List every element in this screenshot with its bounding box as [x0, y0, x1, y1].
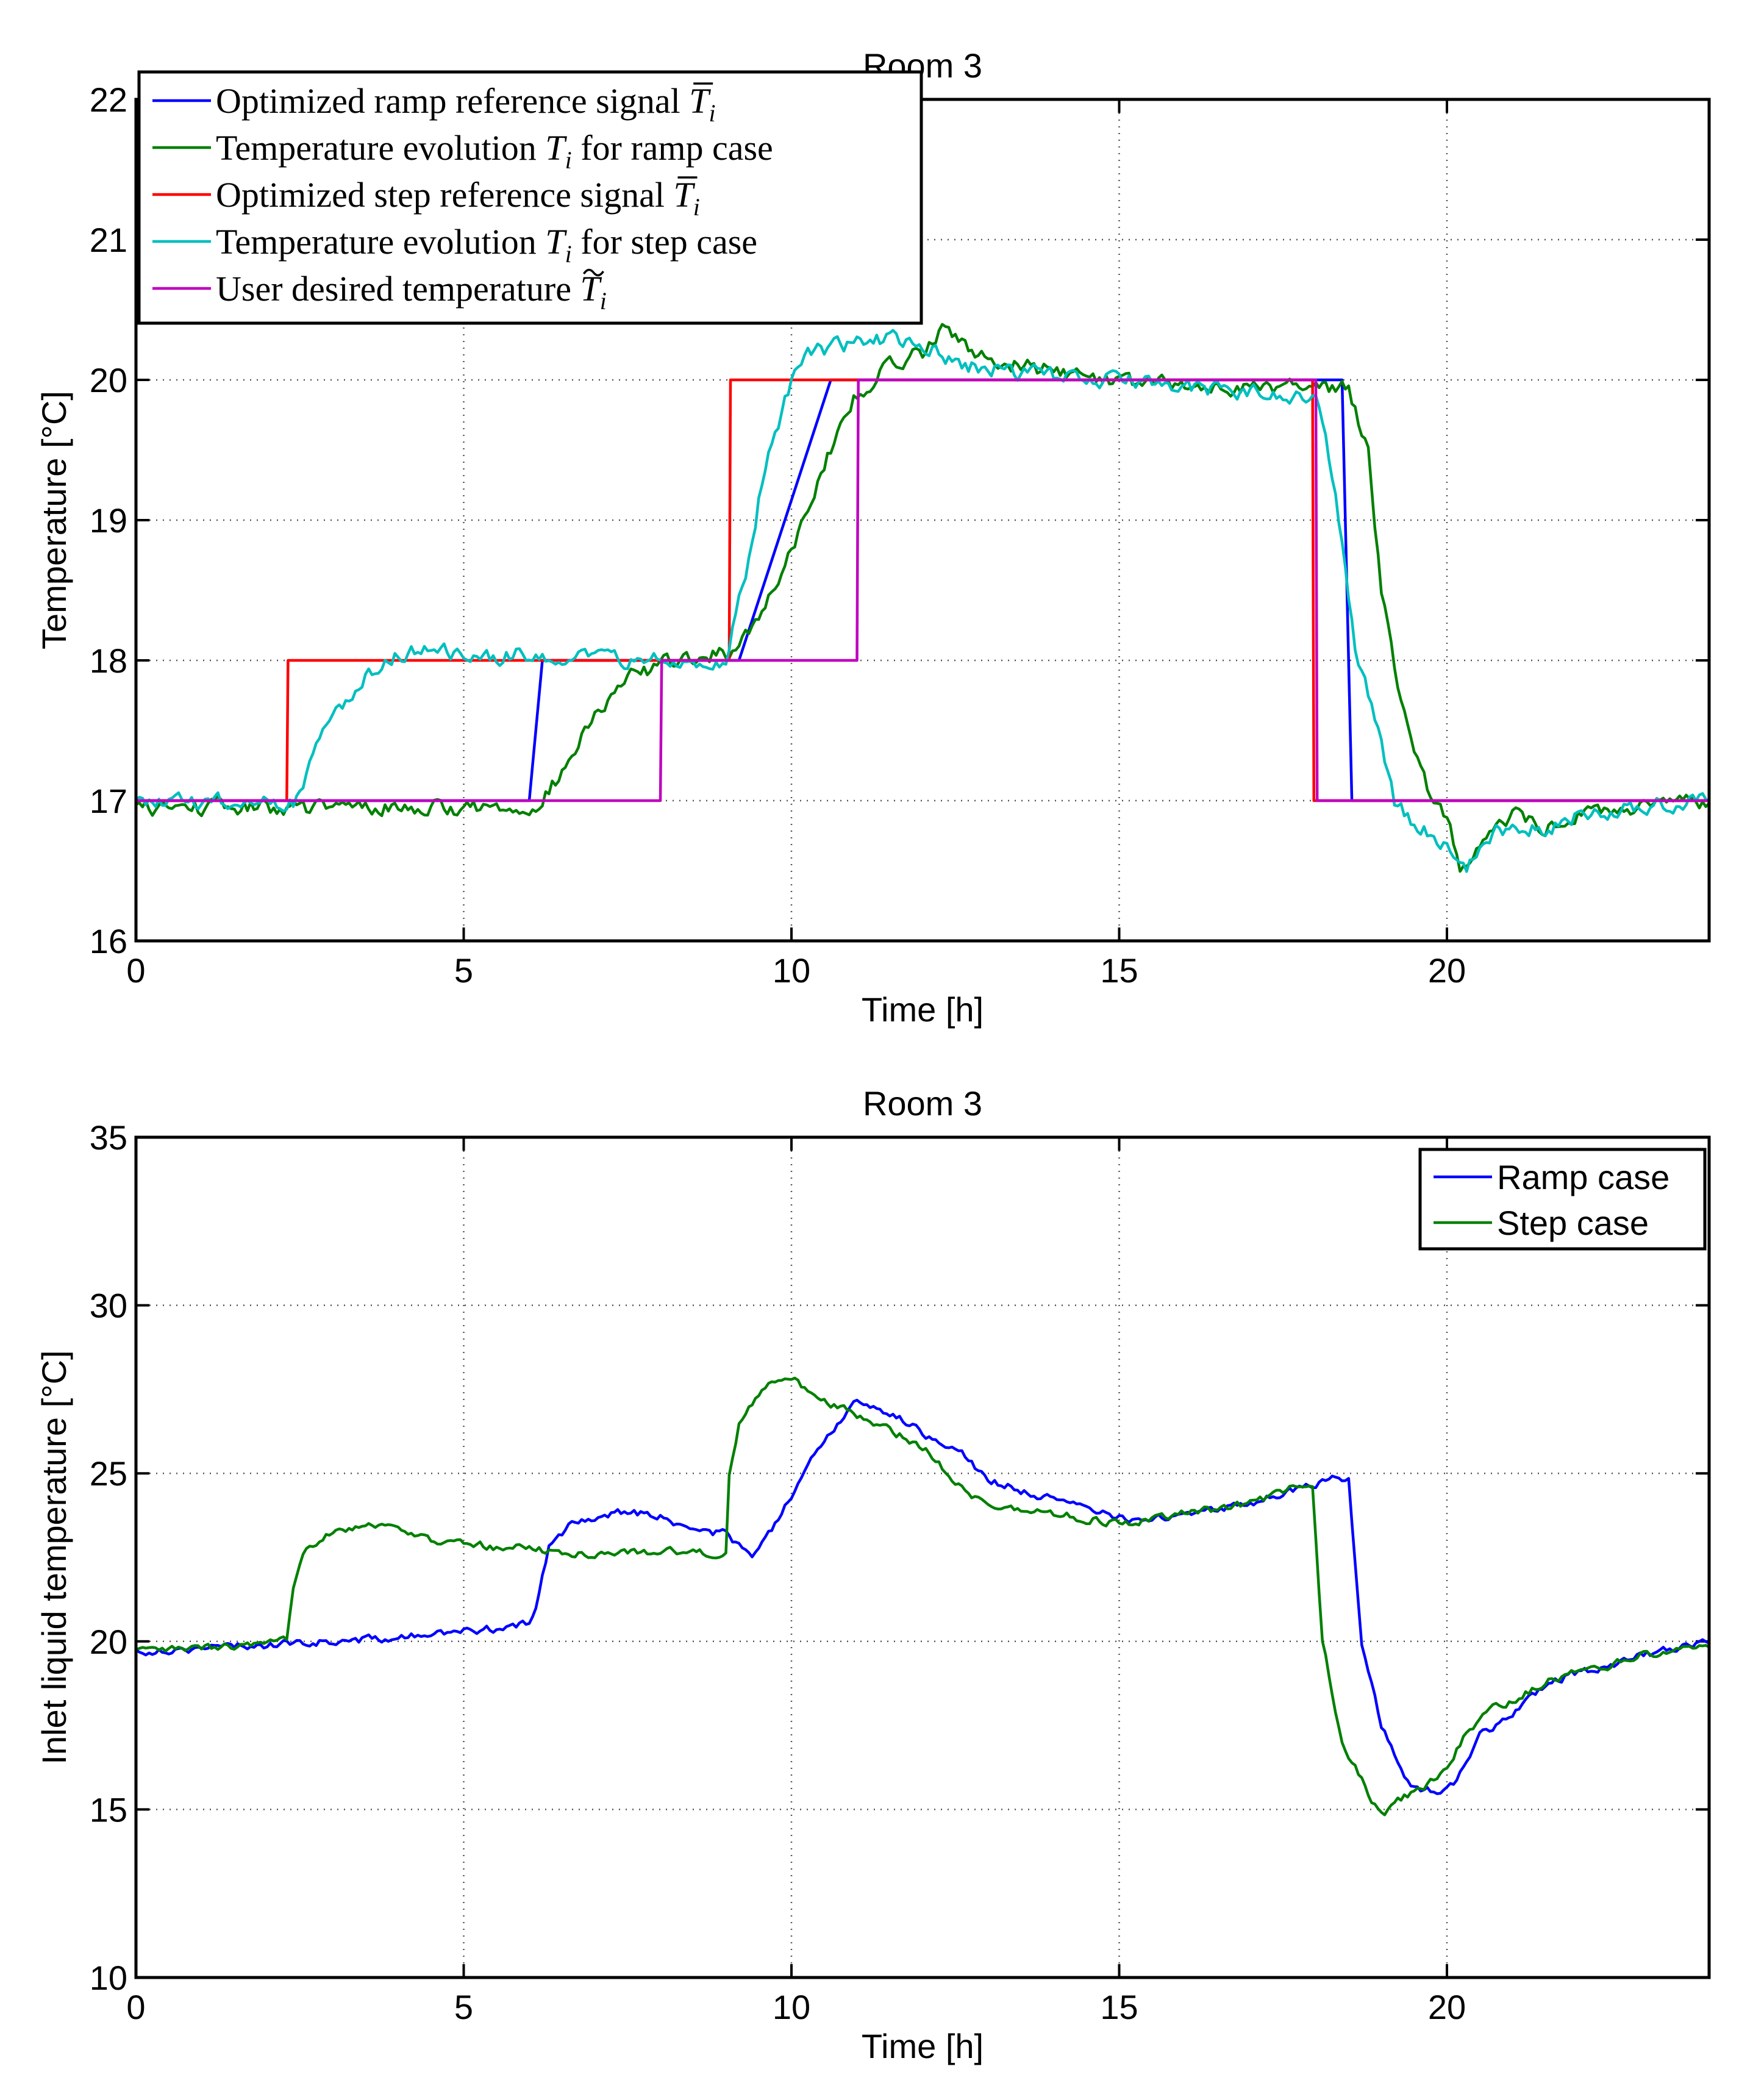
- y-tick-label: 19: [90, 501, 127, 540]
- legend-text: User desired temperature: [216, 269, 580, 309]
- legend-entry-2: Temperature evolution Ti for ramp case: [216, 128, 773, 174]
- legend-subscript: i: [600, 287, 607, 315]
- series-line-5: [136, 378, 1709, 802]
- y-tick-label: 10: [90, 1959, 127, 1997]
- y-tick-label: 22: [90, 80, 127, 119]
- legend-subscript: i: [565, 240, 572, 268]
- legend-text: Temperature evolution: [216, 222, 545, 262]
- legend-entry-3: Optimized step reference signal Ti: [216, 175, 700, 221]
- legend-subscript: i: [565, 146, 572, 174]
- grid: 0 5 10 15 20 10 15 20 25 30 35: [90, 1118, 1709, 2026]
- y-tick-label: 15: [90, 1790, 127, 1829]
- series-lines: [136, 1376, 1709, 1817]
- axes-frame: [134, 1135, 1711, 1979]
- series-line-1: [136, 1398, 1709, 1795]
- y-axis-label: Temperature [°C]: [35, 391, 73, 649]
- y-tick-label: 25: [90, 1454, 127, 1493]
- plot-area: [136, 1137, 1709, 1978]
- y-tick-label: 35: [90, 1118, 127, 1157]
- x-tick-label: 0: [126, 951, 145, 990]
- x-tick-label: 5: [454, 1988, 473, 2026]
- series-line-3: [136, 378, 1709, 802]
- x-tick-label: 10: [773, 1988, 810, 2026]
- chart-title: Room 3: [863, 1084, 982, 1123]
- y-tick-label: 17: [90, 782, 127, 820]
- legend-symbol: T: [545, 222, 567, 262]
- y-tick-label: 18: [90, 641, 127, 680]
- legend: Optimized ramp reference signal TiTemper…: [137, 70, 923, 325]
- accent-tilde: [582, 268, 604, 277]
- legend-entry-1: Optimized ramp reference signal Ti: [216, 81, 716, 127]
- x-tick-label: 10: [773, 951, 810, 990]
- legend-symbol: T: [545, 128, 567, 168]
- legend-subscript: i: [693, 193, 700, 221]
- legend-text: for ramp case: [572, 128, 773, 168]
- legend-box: [137, 70, 923, 325]
- x-tick-label: 20: [1428, 951, 1466, 990]
- legend-entry-1: Ramp case: [1497, 1158, 1669, 1196]
- legend-entry-2: Step case: [1497, 1204, 1649, 1242]
- legend-entry-4: Temperature evolution Ti for step case: [216, 222, 757, 268]
- series-lines: [136, 323, 1709, 873]
- legend-symbol: T: [673, 175, 695, 215]
- y-tick-label: 20: [90, 1623, 127, 1661]
- x-tick-label: 0: [126, 1988, 145, 2026]
- series-line-2: [136, 1376, 1709, 1817]
- legend-text: for step case: [572, 222, 757, 262]
- series-line-2: [136, 323, 1709, 873]
- y-tick-label: 21: [90, 221, 127, 259]
- y-tick-label: 16: [90, 922, 127, 960]
- y-axis-label: Inlet liquid temperature [°C]: [35, 1350, 73, 1764]
- series-line-1: [136, 378, 1709, 802]
- chart-2: 0 5 10 15 20 10 15 20 25 30 35 Room 3 Time [h] Inlet …: [35, 1084, 1711, 2065]
- legend-text: Optimized ramp reference signal: [216, 81, 689, 121]
- x-axis-label: Time [h]: [862, 990, 984, 1029]
- series-line-4: [136, 329, 1709, 873]
- legend-text: Temperature evolution: [216, 128, 545, 168]
- y-tick-label: 20: [90, 361, 127, 399]
- legend-subscript: i: [709, 99, 715, 127]
- legend-entry-5: User desired temperature Ti: [216, 269, 607, 315]
- x-axis-label: Time [h]: [862, 2027, 984, 2065]
- x-tick-label: 5: [454, 951, 473, 990]
- legend-text: Optimized step reference signal: [216, 175, 673, 215]
- legend-box: [1418, 1148, 1707, 1251]
- legend: Ramp case Step case: [1418, 1148, 1707, 1251]
- y-tick-label: 30: [90, 1287, 127, 1325]
- x-tick-label: 15: [1100, 951, 1138, 990]
- legend-symbol: T: [689, 81, 711, 121]
- x-tick-label: 20: [1428, 1988, 1466, 2026]
- x-tick-label: 15: [1100, 1988, 1138, 2026]
